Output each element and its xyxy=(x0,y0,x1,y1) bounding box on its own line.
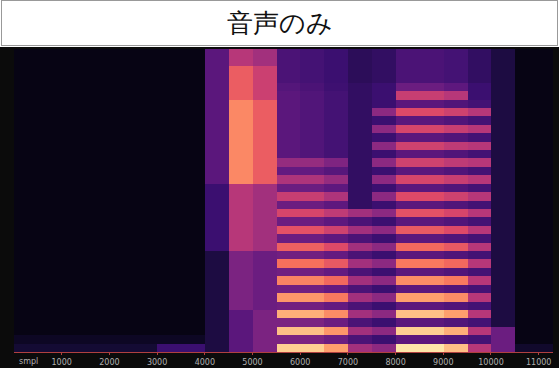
svg-text:7000: 7000 xyxy=(338,358,358,367)
svg-text:6000: 6000 xyxy=(290,358,310,367)
svg-text:3000: 3000 xyxy=(147,358,167,367)
svg-text:8000: 8000 xyxy=(385,358,405,367)
svg-text:11000: 11000 xyxy=(526,358,551,367)
svg-text:4000: 4000 xyxy=(195,358,215,367)
svg-text:5000: 5000 xyxy=(242,358,262,367)
svg-text:9000: 9000 xyxy=(433,358,453,367)
svg-text:10000: 10000 xyxy=(478,358,503,367)
svg-text:smpl: smpl xyxy=(19,357,38,366)
html-text:音声のみ: 音声のみ xyxy=(226,8,333,38)
svg-text:1000: 1000 xyxy=(52,358,72,367)
svg-text:2000: 2000 xyxy=(99,358,119,367)
